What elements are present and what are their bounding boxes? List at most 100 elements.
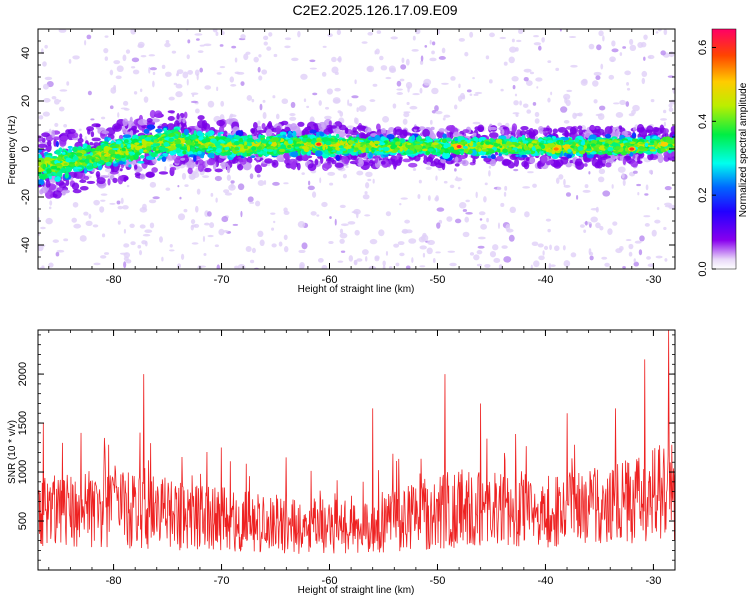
- spectrogram-noise-blob: [406, 101, 410, 106]
- spectrogram-noise-blob: [152, 71, 156, 76]
- spectrogram-noise-blob: [441, 82, 449, 85]
- spectrogram-noise-blob: [533, 260, 540, 268]
- spectrogram-band-blob: [290, 151, 299, 158]
- spectrogram-halo-blob: [166, 154, 177, 161]
- spectrogram-noise-blob: [361, 249, 369, 255]
- spectrogram-halo-blob: [380, 128, 387, 135]
- spectrogram-noise-blob: [628, 243, 634, 250]
- spectrogram-band-blob: [190, 147, 195, 151]
- spectrogram-noise-blob: [643, 34, 648, 40]
- spectrogram-band-blob: [246, 137, 254, 143]
- spectrogram-noise-blob: [100, 199, 106, 202]
- spectrogram-noise-blob: [253, 56, 259, 63]
- spectrogram-band-blob: [38, 178, 45, 186]
- spectrogram-halo-blob: [246, 156, 253, 164]
- spectrogram-noise-blob: [570, 252, 577, 258]
- spectrogram-noise-blob: [478, 211, 486, 216]
- spectrogram-noise-blob: [538, 255, 545, 261]
- spectrogram-noise-blob: [566, 89, 573, 93]
- spectrogram-noise-blob: [348, 103, 353, 107]
- spectrogram-noise-blob: [633, 258, 636, 263]
- spectrogram-noise-blob: [173, 82, 178, 86]
- spectrogram-noise-blob: [362, 194, 370, 200]
- spectrogram-noise-blob: [249, 173, 254, 180]
- spectrogram-halo-blob: [91, 137, 101, 142]
- spectrogram-noise-blob: [123, 228, 127, 234]
- spectrogram-noise-blob: [152, 80, 155, 88]
- spectrogram-bright-blob: [81, 157, 86, 161]
- spectrogram-noise-blob: [175, 83, 183, 89]
- spectrogram-noise-blob: [137, 244, 142, 249]
- spectrogram-band-blob: [411, 135, 415, 142]
- spectrogram-noise-blob: [203, 43, 212, 47]
- spectrogram-noise-blob: [633, 170, 638, 174]
- spectrogram-noise-blob: [441, 47, 446, 54]
- spectrogram-noise-blob: [234, 57, 238, 63]
- spectrogram-noise-blob: [582, 189, 591, 193]
- spectrogram-noise-blob: [195, 205, 199, 213]
- spectrogram-noise-blob: [329, 182, 334, 186]
- spectrogram-noise-blob: [137, 41, 145, 48]
- spectrogram-noise-blob: [263, 180, 267, 185]
- spectrogram-noise-blob: [654, 219, 661, 224]
- spectrogram-halo-blob: [173, 120, 180, 129]
- spectrogram-noise-blob: [595, 222, 601, 229]
- spectrogram-noise-blob: [434, 105, 439, 112]
- spectrogram-noise-blob: [318, 100, 322, 106]
- spectrogram-noise-blob: [328, 240, 334, 245]
- spectrogram-band-blob: [128, 164, 132, 168]
- spectrogram-noise-blob: [316, 214, 320, 217]
- spectrogram-noise-blob: [541, 37, 545, 43]
- spectrogram-noise-blob: [270, 212, 276, 215]
- spectrogram-halo-blob: [663, 128, 669, 134]
- spectrogram-noise-blob: [283, 234, 288, 241]
- spectrogram-halo-blob: [438, 128, 446, 133]
- spectrogram-noise-blob: [231, 45, 237, 49]
- spectrogram-noise-blob: [289, 116, 297, 121]
- spectrogram-noise-blob: [322, 45, 327, 48]
- spectrogram-noise-blob: [660, 50, 666, 56]
- spectrogram-band-blob: [64, 171, 69, 179]
- spectrogram-halo-blob: [590, 125, 596, 131]
- spectrogram-noise-blob: [175, 91, 183, 98]
- spectrogram-halo-blob: [206, 158, 216, 166]
- spectrogram-noise-blob: [382, 260, 386, 266]
- spectrogram-noise-blob: [421, 234, 429, 242]
- spectrogram-noise-blob: [486, 217, 489, 223]
- spectrogram-noise-blob: [369, 99, 376, 103]
- spectrogram-halo-blob: [636, 127, 645, 133]
- spectrogram-noise-blob: [44, 44, 48, 49]
- spectrogram-halo-blob: [129, 116, 133, 123]
- spectrogram-noise-blob: [348, 255, 354, 262]
- spectrogram-noise-blob: [87, 90, 92, 96]
- spectrogram-band-blob: [566, 154, 572, 159]
- spectrogram-noise-blob: [442, 117, 446, 121]
- spectrogram-band-blob: [54, 176, 61, 182]
- spectrogram-noise-blob: [258, 75, 263, 81]
- spectrogram-noise-blob: [85, 220, 93, 227]
- spectrogram-noise-blob: [615, 111, 624, 118]
- spectrogram-noise-blob: [121, 205, 129, 210]
- spectrogram-noise-blob: [595, 206, 599, 213]
- spectrogram-noise-blob: [165, 39, 170, 44]
- spectrogram-noise-blob: [438, 219, 443, 224]
- spectrogram-noise-blob: [116, 200, 121, 205]
- spectrogram-halo-blob: [123, 176, 127, 183]
- spectrogram-halo-blob: [79, 179, 87, 184]
- spectrogram-noise-blob: [646, 256, 651, 260]
- spectrogram-noise-blob: [516, 39, 522, 43]
- spectrogram-noise-blob: [619, 99, 626, 106]
- spectrogram-halo-blob: [61, 189, 70, 194]
- spectrogram-noise-blob: [347, 221, 356, 225]
- spectrogram-halo-blob: [605, 162, 612, 168]
- spectrogram-halo-blob: [338, 124, 347, 131]
- spectrogram-noise-blob: [58, 106, 65, 112]
- spectrogram-noise-blob: [301, 172, 305, 176]
- spectrogram-noise-blob: [311, 191, 317, 198]
- spectrogram-noise-blob: [636, 183, 642, 187]
- spectrogram-noise-blob: [523, 77, 529, 82]
- spectrogram-band-blob: [631, 132, 637, 140]
- spectrogram-noise-blob: [668, 103, 673, 108]
- spectrogram-noise-blob: [333, 99, 341, 104]
